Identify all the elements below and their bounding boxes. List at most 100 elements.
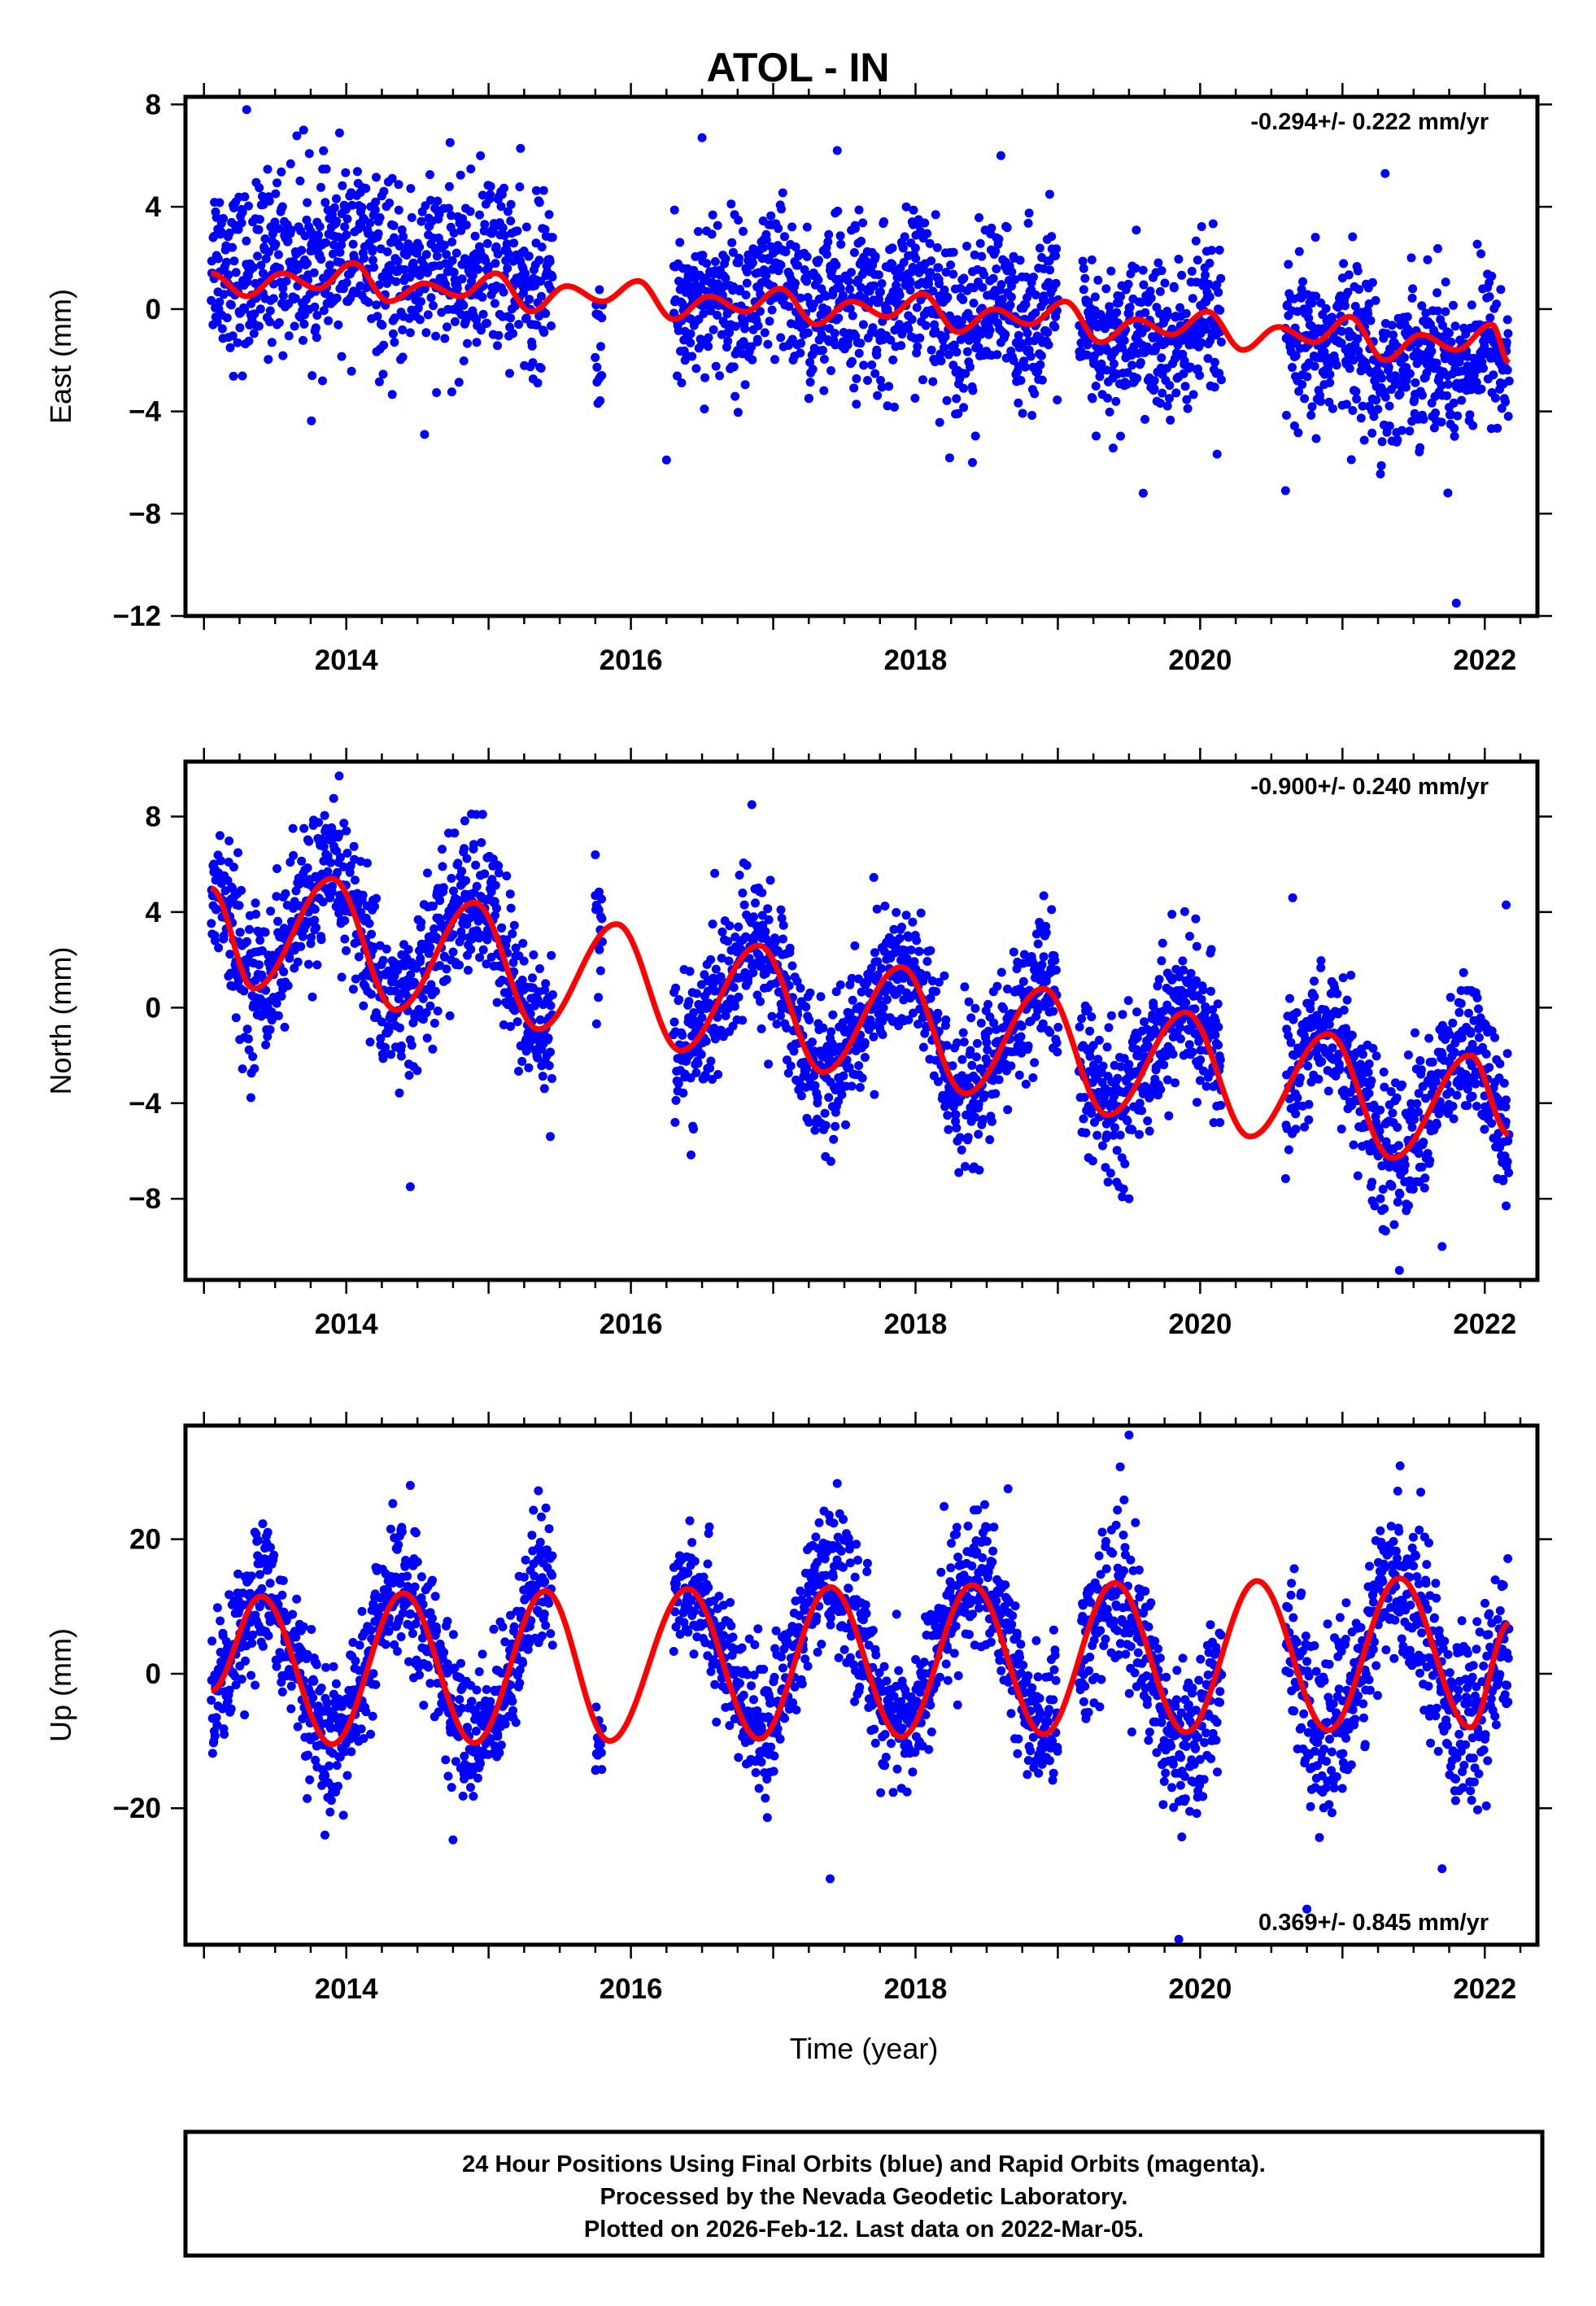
data-point: [1419, 414, 1428, 424]
data-point: [725, 921, 735, 931]
data-point: [1031, 290, 1040, 299]
data-point: [1116, 431, 1125, 441]
data-point: [310, 905, 320, 914]
data-point: [533, 1053, 543, 1063]
data-point: [1442, 391, 1452, 400]
data-point: [994, 1075, 1004, 1085]
data-point: [320, 810, 329, 820]
data-point: [1303, 306, 1313, 316]
data-point: [514, 1067, 523, 1076]
data-point: [316, 255, 326, 264]
data-point: [820, 1108, 830, 1118]
data-point: [1467, 300, 1476, 310]
data-point: [463, 338, 472, 348]
data-point: [347, 200, 357, 210]
data-point: [251, 910, 261, 919]
data-point: [509, 920, 519, 930]
data-point: [826, 1156, 835, 1166]
data-point: [711, 361, 721, 371]
data-point: [1201, 1081, 1211, 1091]
data-point: [1033, 999, 1043, 1009]
data-point: [805, 378, 815, 387]
data-point: [239, 986, 249, 996]
data-point: [1432, 358, 1441, 368]
data-point: [1390, 371, 1400, 381]
data-point: [370, 205, 380, 215]
data-point: [1291, 1125, 1301, 1134]
data-point: [872, 345, 882, 355]
data-point: [845, 304, 855, 313]
data-point: [689, 1008, 699, 1017]
data-point: [926, 994, 935, 1003]
data-point: [874, 295, 883, 304]
data-point: [847, 973, 857, 983]
data-point: [450, 317, 460, 326]
data-point: [1485, 313, 1495, 323]
y-tick-label: −8: [129, 498, 161, 530]
data-point: [219, 214, 229, 223]
data-point: [416, 297, 425, 307]
data-point: [238, 371, 247, 381]
data-point: [1208, 1005, 1218, 1015]
data-point: [899, 258, 909, 267]
data-point: [1158, 388, 1167, 398]
data-point: [774, 224, 783, 234]
data-point: [909, 205, 918, 215]
data-point: [961, 369, 970, 378]
data-point: [1145, 1126, 1154, 1136]
data-point: [1371, 1051, 1381, 1061]
data-point: [334, 128, 344, 138]
data-point: [728, 247, 738, 257]
data-point: [1139, 280, 1149, 290]
data-point: [594, 993, 604, 1002]
data-point: [492, 903, 501, 913]
data-point: [1094, 1035, 1104, 1045]
data-point: [1297, 380, 1307, 389]
data-point: [455, 960, 464, 970]
data-point: [727, 238, 737, 247]
data-point: [1033, 939, 1043, 949]
data-point: [1014, 1070, 1024, 1080]
data-point: [1083, 1004, 1092, 1014]
data-point: [448, 930, 458, 940]
data-point: [1300, 394, 1310, 404]
data-point: [1373, 404, 1383, 414]
data-point: [1393, 435, 1402, 445]
data-point: [1087, 1108, 1097, 1118]
data-point: [963, 1133, 973, 1142]
data-point: [706, 1056, 716, 1066]
data-point: [299, 335, 307, 345]
data-point: [1171, 964, 1181, 974]
data-point: [969, 299, 979, 308]
data-point: [1317, 1057, 1327, 1067]
data-point: [1157, 353, 1166, 363]
data-point: [867, 360, 877, 369]
data-point: [528, 973, 537, 983]
data-point: [480, 220, 490, 229]
data-point: [757, 911, 767, 920]
data-point: [332, 846, 342, 856]
data-point: [1476, 384, 1486, 394]
data-point: [922, 957, 932, 966]
data-point: [1181, 308, 1191, 318]
data-point: [748, 968, 758, 977]
data-point: [516, 143, 525, 153]
data-point: [284, 331, 294, 341]
data-point: [934, 263, 944, 273]
data-point: [1106, 266, 1116, 276]
data-point: [519, 956, 529, 966]
outlier-point: [996, 151, 1005, 160]
data-point: [1092, 431, 1101, 441]
data-point: [537, 242, 547, 252]
data-point: [332, 194, 341, 203]
data-point: [394, 205, 403, 215]
data-point: [896, 341, 906, 351]
data-point: [322, 735, 331, 744]
data-point: [1119, 336, 1129, 345]
data-point: [987, 223, 996, 233]
data-point: [977, 251, 987, 261]
data-point: [271, 239, 281, 249]
data-point: [1040, 297, 1049, 307]
data-point: [1010, 275, 1020, 285]
data-point: [1421, 308, 1431, 318]
